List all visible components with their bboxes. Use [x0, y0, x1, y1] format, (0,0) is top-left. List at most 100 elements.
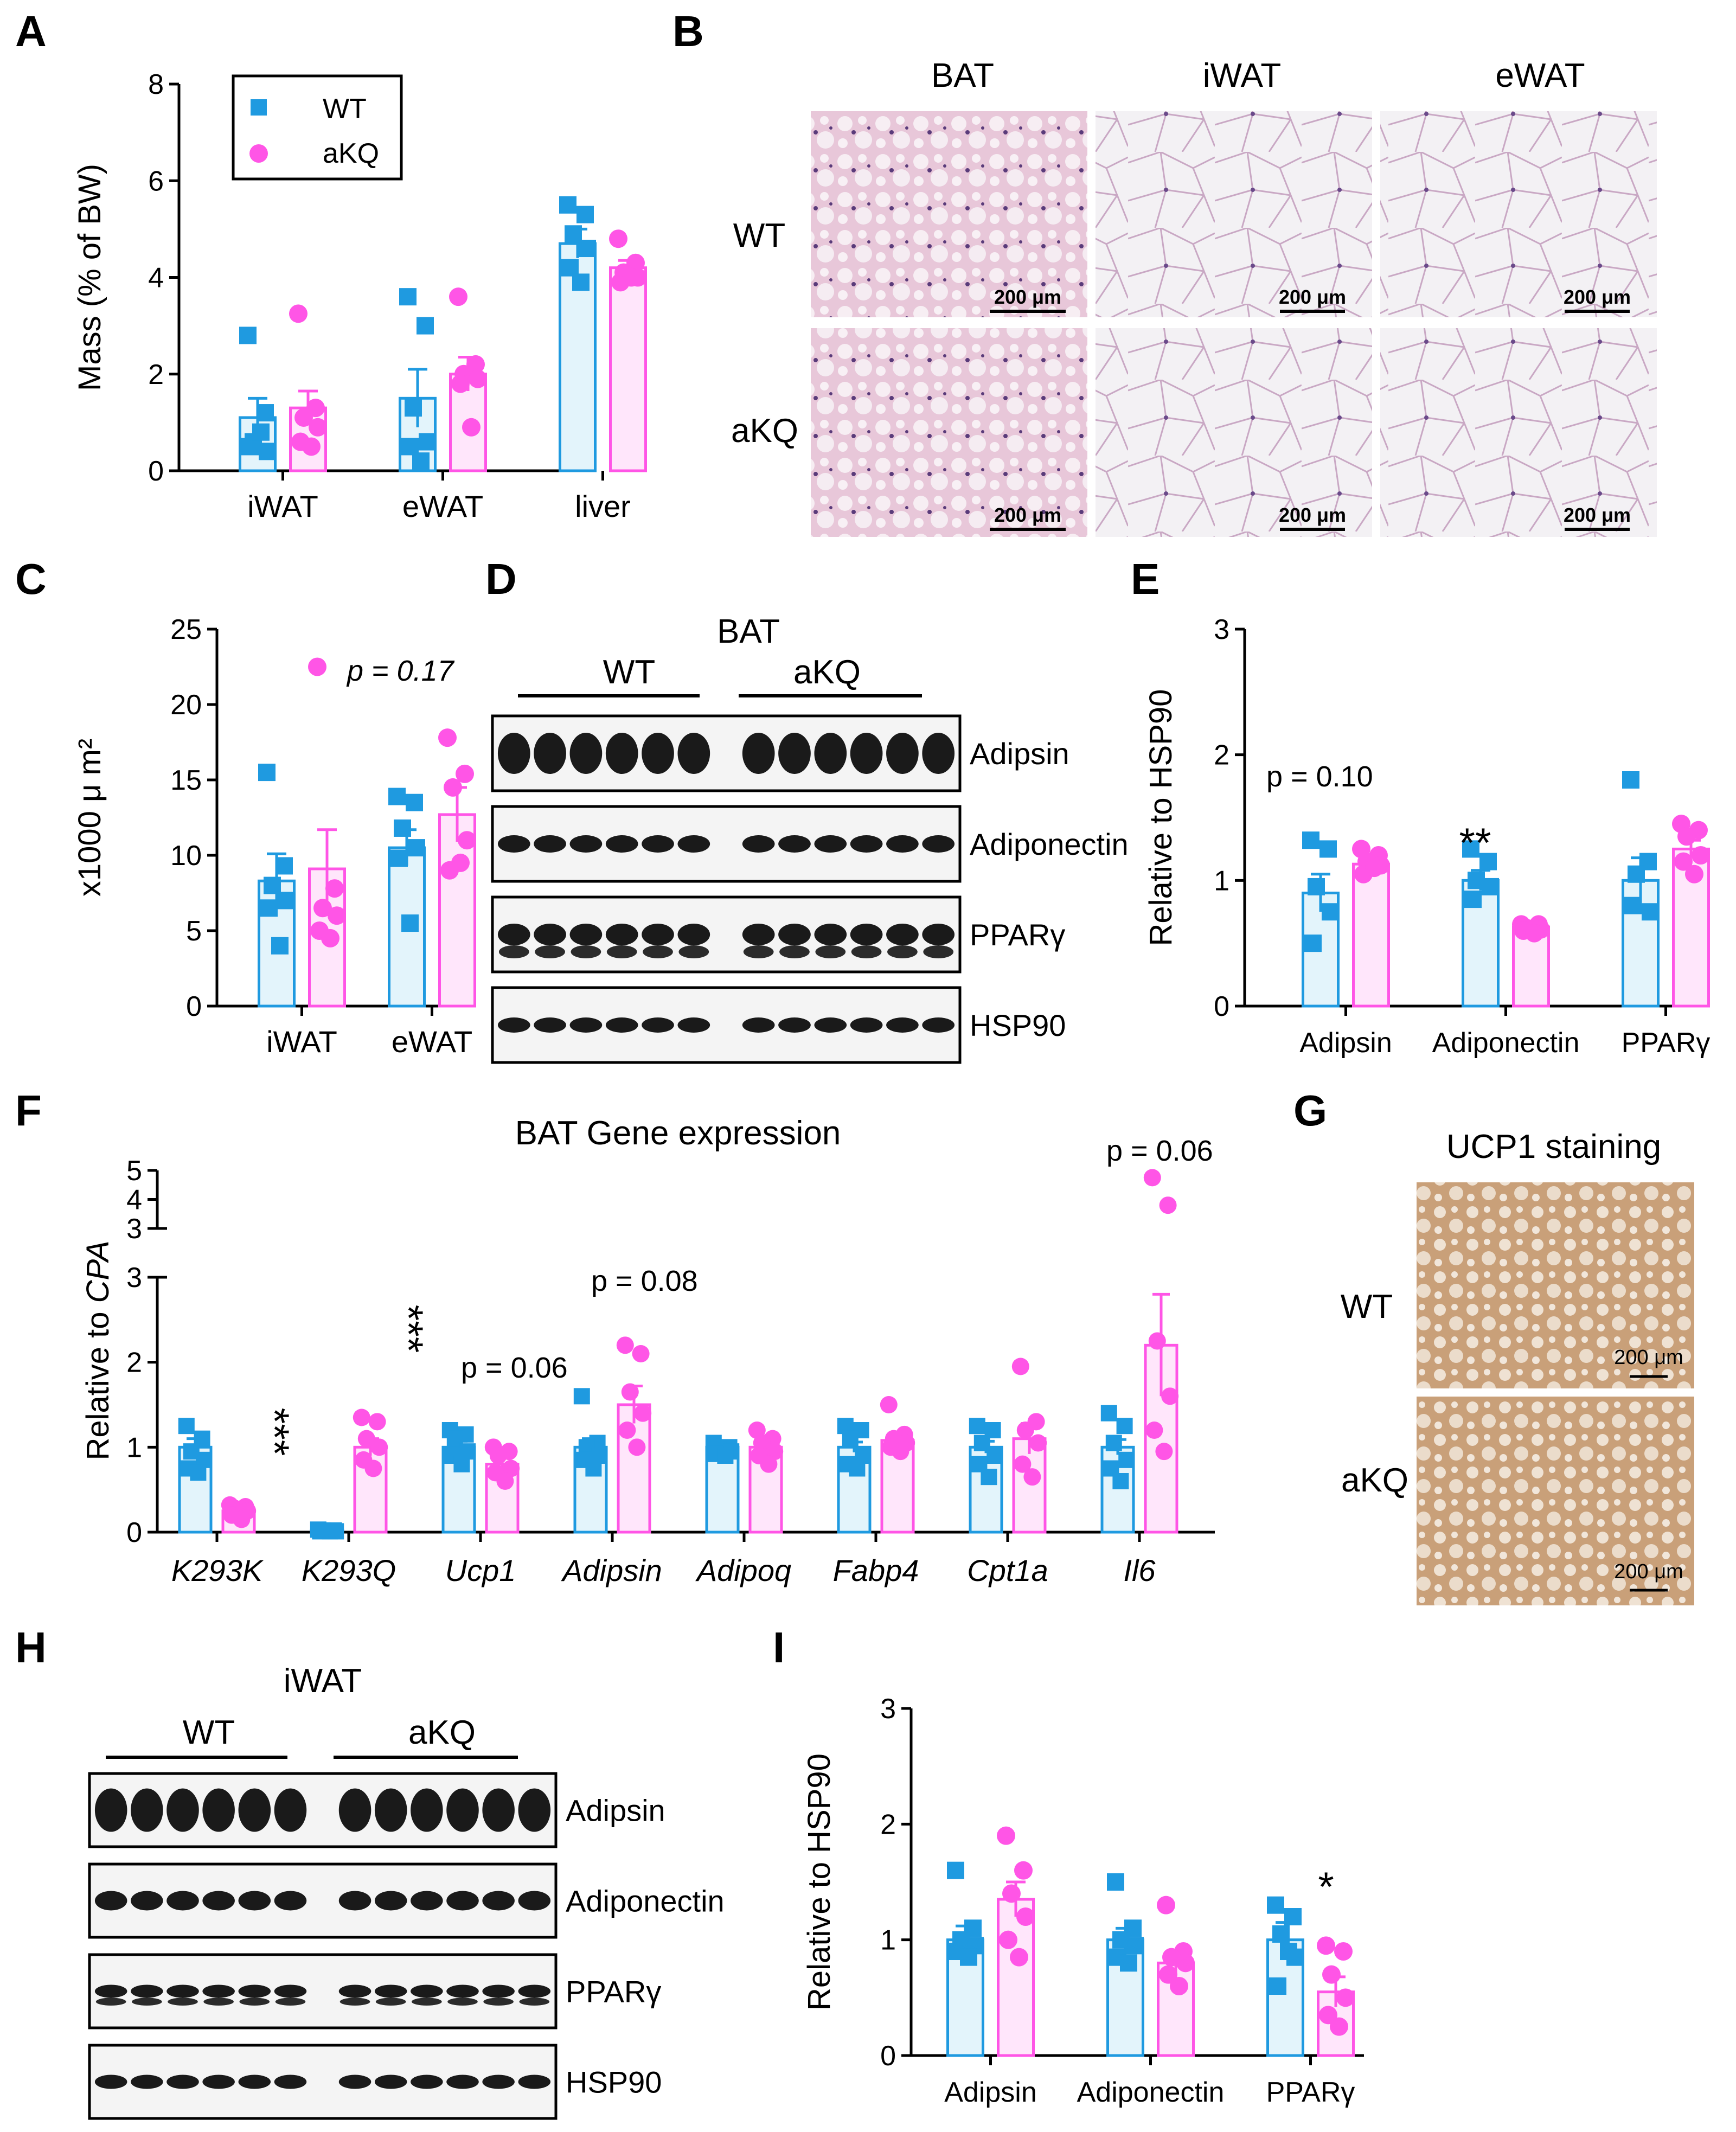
data-point-wt — [399, 288, 417, 306]
data-point-wt — [419, 433, 436, 451]
data-point-akq — [892, 1443, 909, 1461]
data-point-wt — [264, 876, 281, 894]
blot-band — [202, 1891, 235, 1911]
data-point-wt — [417, 317, 434, 335]
data-point-akq — [632, 1345, 650, 1362]
data-point-akq — [308, 657, 326, 676]
western-blot-h: iWAT WT aKQ Adipsin Adiponectin PPARγ HSP90 — [88, 1662, 725, 2120]
i-significance-ppary: * — [1318, 1864, 1334, 1910]
blot-band — [534, 924, 566, 945]
data-point-wt — [322, 1523, 338, 1540]
y-tick-label: 4 — [148, 263, 164, 294]
panel-letter-e: E — [1131, 555, 1160, 603]
data-point-akq — [496, 1472, 514, 1490]
data-point-wt — [1624, 897, 1642, 914]
x-tick-label: K293Q — [302, 1553, 396, 1587]
blot-band — [482, 1788, 515, 1832]
data-point-wt — [1479, 853, 1497, 870]
data-point-wt — [559, 196, 576, 214]
blot-band — [605, 835, 638, 853]
blot-band — [238, 1891, 271, 1911]
c-pvalue: p = 0.17 — [346, 655, 455, 687]
micrograph-ucp1-akq — [1417, 1397, 1694, 1605]
col-label-ewat: eWAT — [1495, 57, 1585, 94]
blot-band — [779, 945, 810, 958]
data-point-wt — [1116, 1418, 1133, 1435]
f-pvalue-ucp1: p = 0.06 — [461, 1352, 568, 1384]
scalebar-label-ewat-akq: 200 μm — [1564, 504, 1631, 526]
data-point-wt — [1126, 1937, 1144, 1955]
scalebar-label-iwat-wt: 200 μm — [1279, 286, 1346, 308]
data-point-akq — [294, 408, 313, 427]
micrograph-ucp1-wt — [1417, 1182, 1694, 1388]
x-tick-label: iWAT — [266, 1025, 337, 1059]
blot-band — [375, 1997, 406, 2006]
blot-band — [166, 1788, 199, 1832]
y-tick-label: 2 — [1214, 740, 1229, 771]
blot-band — [498, 945, 529, 958]
y-tick-label: 2 — [880, 1809, 896, 1840]
data-point-wt — [947, 1861, 964, 1879]
data-point-akq — [302, 437, 321, 456]
blot-band — [411, 2075, 443, 2089]
data-point-wt — [453, 1456, 470, 1472]
f-significance-k293q: *** — [385, 1305, 431, 1353]
blot-band — [535, 945, 565, 958]
data-point-wt — [561, 259, 579, 277]
legend-akq-marker — [249, 144, 268, 163]
data-point-wt — [408, 839, 425, 857]
y-tick-label: 0 — [126, 1517, 142, 1548]
data-point-wt — [1302, 831, 1319, 849]
data-point-wt — [1100, 1405, 1117, 1422]
data-point-wt — [1107, 1873, 1124, 1891]
blot-label: PPARγ — [566, 1975, 661, 2009]
data-point-wt — [271, 937, 289, 955]
data-point-wt — [1464, 891, 1482, 908]
blot-band — [677, 733, 710, 774]
chart-c: 0 5 10 15 20 25 x1000 μ m² iWAT eWAT — [72, 614, 476, 1059]
blot-h-group-wt: WT — [183, 1714, 235, 1751]
data-point-akq — [1143, 1169, 1161, 1187]
western-blot-d: BAT WT aKQ Adipsin Adiponectin PPARγ HSP90 — [491, 613, 1129, 1064]
bar-akq — [1012, 1437, 1047, 1534]
blot-band — [274, 1984, 307, 1998]
data-point-akq — [1023, 1468, 1041, 1486]
y-tick-label: 3 — [126, 1213, 142, 1245]
data-point-akq — [618, 1422, 636, 1439]
data-point-akq — [458, 831, 476, 850]
blot-band — [677, 835, 710, 853]
data-point-wt — [585, 1460, 602, 1477]
data-point-akq — [1330, 2017, 1348, 2036]
data-point-wt — [1482, 878, 1499, 895]
blot-band — [605, 1017, 638, 1033]
blot-band — [605, 733, 638, 774]
data-point-akq — [1685, 865, 1703, 883]
data-point-akq — [1161, 1387, 1179, 1405]
x-tick-label: PPARγ — [1266, 2077, 1355, 2108]
blot-band — [411, 1891, 443, 1911]
blot-band — [519, 1997, 550, 2006]
x-tick-label: PPARγ — [1622, 1027, 1711, 1059]
y-tick-label: 0 — [1214, 991, 1229, 1022]
blot-band — [131, 1788, 163, 1832]
data-point-akq — [999, 1930, 1017, 1949]
blot-band — [922, 924, 955, 945]
data-point-akq — [621, 1383, 639, 1401]
scalebar-label-ucp1-wt: 200 μm — [1614, 1346, 1683, 1369]
bar-akq — [609, 266, 647, 472]
data-point-akq — [353, 1408, 370, 1426]
blot-band — [815, 945, 846, 958]
data-point-wt — [960, 1948, 977, 1966]
blot-band — [518, 1891, 551, 1911]
blot-band — [202, 2075, 235, 2089]
blot-band — [886, 924, 919, 945]
blot-band — [569, 835, 603, 853]
blot-band — [497, 924, 530, 945]
y-tick-label: 1 — [880, 1925, 896, 1956]
y-axis-label: Relative to CPA — [80, 1240, 116, 1460]
e-pvalue: p = 0.10 — [1266, 760, 1373, 793]
f-significance-k293k: *** — [251, 1408, 297, 1456]
blot-band — [850, 835, 883, 853]
blot-band — [446, 1984, 479, 1998]
blot-band — [778, 835, 811, 853]
